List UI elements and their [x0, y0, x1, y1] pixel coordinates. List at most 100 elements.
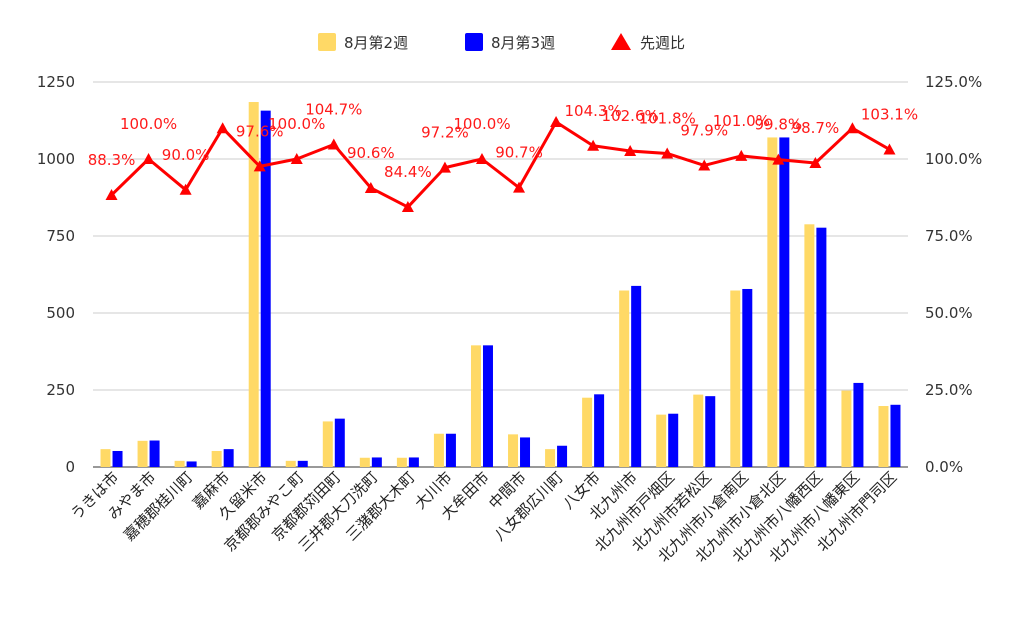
- ratio-point-triangle: [735, 149, 748, 161]
- ratio-point-triangle: [624, 144, 637, 156]
- ratio-data-label: 100.0%: [268, 115, 325, 133]
- ratio-data-label: 97.6%: [236, 122, 284, 140]
- bar-week3: [705, 396, 716, 467]
- bar-week2: [100, 449, 111, 467]
- bar-week3: [371, 457, 382, 467]
- ratio-data-label: 90.7%: [495, 144, 543, 162]
- bar-week3: [149, 440, 160, 467]
- bar-week3: [112, 450, 123, 467]
- bar-week2: [693, 394, 704, 467]
- y-right-tick-label: 0.0%: [925, 458, 963, 476]
- bar-week3: [853, 382, 864, 467]
- bar-week2: [508, 434, 519, 467]
- ratio-data-label: 90.0%: [162, 146, 210, 164]
- y-left-tick-label: 250: [46, 381, 75, 399]
- bar-week2: [767, 137, 778, 467]
- bar-week3: [408, 457, 419, 467]
- bar-week2: [285, 460, 296, 467]
- ratio-point-triangle: [142, 153, 155, 164]
- bar-week2: [730, 290, 741, 467]
- bar-week3: [334, 418, 345, 467]
- ratio-data-label: 100.0%: [120, 115, 177, 133]
- ratio-data-label: 88.3%: [88, 151, 136, 169]
- ratio-data-label: 101.0%: [713, 112, 770, 130]
- ratio-line: [110, 120, 891, 209]
- y-right-tick-label: 125.0%: [925, 73, 982, 91]
- ratio-data-label: 97.2%: [421, 124, 469, 142]
- bar-week2: [841, 390, 852, 467]
- bar-week2: [396, 457, 407, 467]
- ratio-point-triangle: [216, 122, 229, 134]
- bar-week2: [211, 450, 222, 467]
- bar-week3: [482, 345, 493, 467]
- bar-week2: [433, 433, 444, 467]
- ratio-point-triangle: [327, 138, 340, 150]
- ratio-point-triangle: [401, 201, 414, 213]
- ratio-point-triangle: [550, 116, 563, 128]
- bar-week2: [545, 449, 556, 467]
- ratio-point-triangle: [105, 189, 118, 201]
- bar-week3: [557, 445, 568, 467]
- ratio-data-label: 98.7%: [792, 119, 840, 137]
- ratio-point-triangle: [438, 161, 451, 173]
- bar-week2: [248, 102, 259, 468]
- bar-week2: [137, 440, 148, 467]
- ratio-data-label: 90.6%: [347, 144, 395, 162]
- ratio-point-triangle: [364, 181, 377, 193]
- ratio-point-triangle: [883, 143, 896, 155]
- bar-week3: [779, 137, 790, 467]
- ratio-data-label: 84.4%: [384, 163, 432, 181]
- y-left-tick-label: 750: [46, 227, 75, 245]
- bar-week2: [322, 421, 333, 467]
- y-right-tick-label: 25.0%: [925, 381, 973, 399]
- bar-week2: [878, 406, 889, 467]
- bar-week2: [656, 414, 667, 467]
- bar-week3: [186, 461, 197, 467]
- bar-week2: [174, 460, 185, 467]
- bar-week2: [804, 224, 815, 467]
- legend-swatch-ratio: [611, 33, 631, 50]
- bar-week3: [594, 394, 605, 467]
- ratio-data-label: 104.7%: [305, 101, 362, 119]
- ratio-point-triangle: [772, 153, 785, 165]
- y-right-tick-label: 100.0%: [925, 150, 982, 168]
- ratio-data-label: 97.9%: [680, 121, 728, 139]
- bar-week3: [668, 413, 679, 467]
- ratio-point-triangle: [253, 160, 266, 172]
- bar-week3: [520, 437, 531, 467]
- bar-week3: [890, 404, 901, 467]
- y-left-tick-label: 1000: [37, 150, 75, 168]
- y-right-tick-label: 75.0%: [925, 227, 973, 245]
- bar-week2: [470, 345, 481, 467]
- y-right-tick-label: 50.0%: [925, 304, 973, 322]
- ratio-data-label: 99.8%: [755, 116, 803, 134]
- ratio-point-triangle: [809, 157, 822, 169]
- ratio-point-triangle: [290, 153, 303, 164]
- ratio-data-label: 104.3%: [565, 102, 622, 120]
- ratio-data-label: 102.6%: [602, 107, 659, 125]
- bar-week3: [816, 227, 827, 467]
- legend-label-week2: 8月第2週: [344, 34, 408, 52]
- legend-swatch-week2: [318, 33, 336, 51]
- bar-week2: [359, 457, 370, 467]
- ratio-data-label: 103.1%: [861, 105, 918, 123]
- bar-week2: [619, 290, 630, 467]
- bar-week3: [631, 285, 642, 467]
- legend-swatch-week3: [465, 33, 483, 51]
- y-left-tick-label: 1250: [37, 73, 75, 91]
- ratio-data-label: 101.8%: [639, 109, 696, 127]
- bar-week3: [260, 110, 271, 468]
- ratio-point-triangle: [661, 147, 674, 159]
- ratio-point-triangle: [179, 183, 192, 195]
- bar-week3: [297, 460, 308, 467]
- ratio-point-triangle: [846, 122, 859, 134]
- ratio-point-triangle: [698, 159, 711, 171]
- bar-week2: [582, 397, 593, 467]
- ratio-data-label: 100.0%: [453, 115, 510, 133]
- legend-label-week3: 8月第3週: [491, 34, 555, 52]
- legend-label-ratio: 先週比: [640, 34, 685, 52]
- bar-week3: [742, 288, 753, 467]
- ratio-point-triangle: [513, 181, 526, 193]
